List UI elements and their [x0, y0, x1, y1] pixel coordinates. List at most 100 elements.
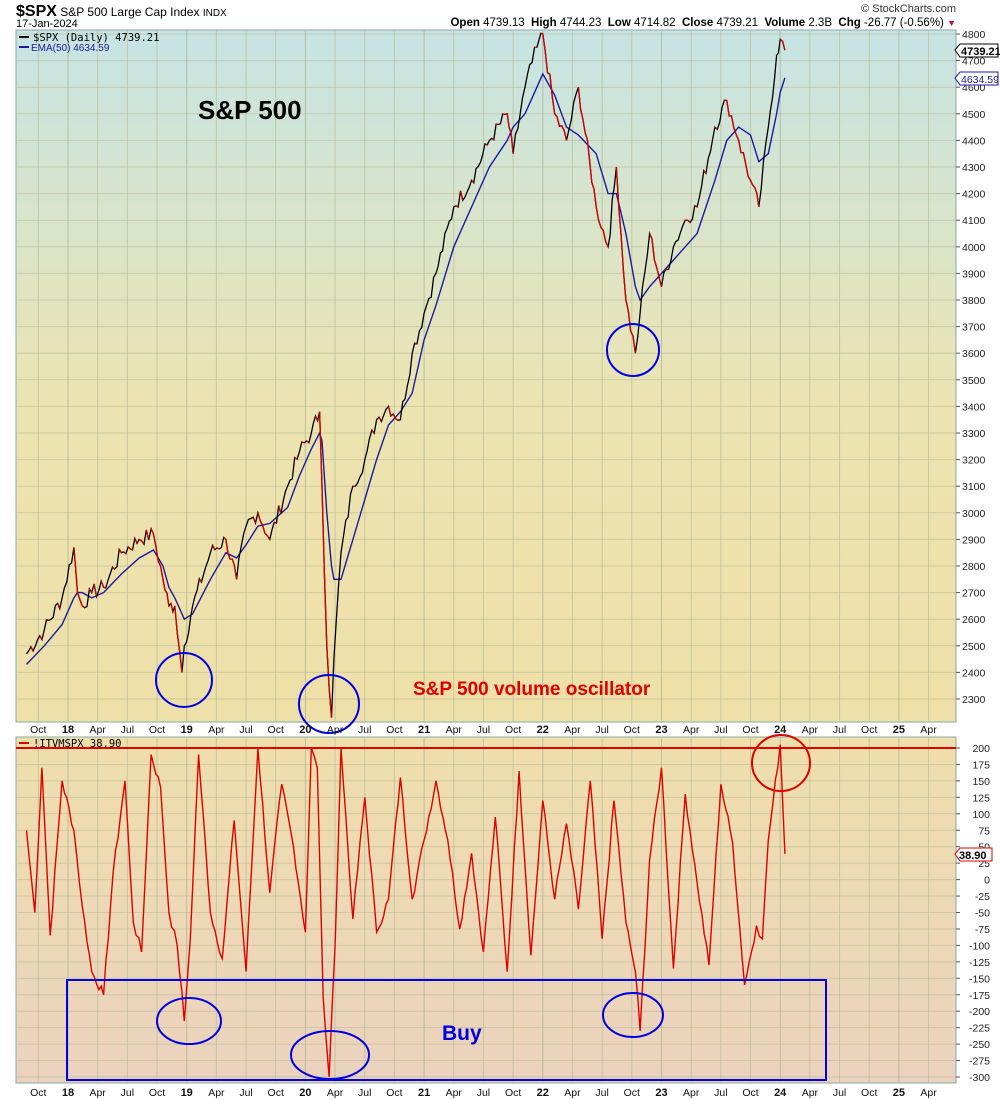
x-axis-label: Jul: [595, 724, 608, 736]
price-gridlines: [16, 31, 956, 721]
x-axis-label: Apr: [802, 1087, 819, 1099]
x-axis-label: Oct: [624, 1087, 640, 1099]
brand-watermark: © StockCharts.com: [861, 3, 956, 15]
y-axis-label: 3300: [962, 428, 986, 440]
x-axis-label: Apr: [90, 724, 107, 736]
chart-date: 17-Jan-2024: [16, 18, 78, 30]
annotation-volume-oscillator: S&P 500 volume oscillator: [413, 679, 651, 700]
x-axis-label: Apr: [802, 724, 819, 736]
x-axis-label: 23: [655, 1087, 667, 1099]
x-axis-label: 18: [62, 1087, 74, 1099]
ema-value-tag: 4634.59: [954, 71, 999, 86]
y-axis-label: 3700: [962, 322, 986, 334]
x-axis-label: 19: [181, 724, 193, 736]
price-line-down: [30, 32, 786, 718]
y-axis-label: 4300: [962, 162, 986, 174]
x-axis-label: Oct: [268, 1087, 284, 1099]
x-axis-label: Jul: [358, 724, 371, 736]
x-axis-label: Jul: [477, 1087, 490, 1099]
high-value: 4744.23: [559, 17, 602, 29]
ohlc-bar: Open 4739.13 High 4744.23 Low 4714.82 Cl…: [450, 17, 956, 29]
y-axis-label: 4700: [962, 56, 986, 68]
x-axis-label: Jul: [595, 1087, 608, 1099]
circle-osc-peak-2024: [751, 734, 811, 792]
y-axis-label: 125: [972, 792, 990, 804]
volume-value: 2.3B: [808, 17, 833, 29]
circle-osc-2018: [156, 997, 222, 1045]
y-axis-label: -300: [969, 1072, 990, 1084]
circle-low-2018: [155, 652, 213, 708]
chg-value: -26.77 (-0.56%): [863, 17, 944, 29]
y-axis-label: 3600: [962, 348, 986, 360]
annotation-sp500: S&P 500: [198, 95, 302, 125]
x-axis-top: Oct 18 Apr Jul Oct 19 Apr Jul Oct 20 Apr Jul Oct 21 Ap…: [30, 724, 937, 736]
x-axis-label: Apr: [208, 1087, 225, 1099]
chart-title: $SPX S&P 500 Large Cap Index INDX: [16, 3, 227, 21]
oscillator-y-axis: 2001751501251007550250-25-50-75-100-125-…: [956, 743, 990, 1084]
x-axis-label: Jul: [239, 1087, 252, 1099]
x-axis-label: Apr: [564, 724, 581, 736]
y-axis-label: 3000: [962, 508, 986, 520]
y-axis-label: 3800: [962, 295, 986, 307]
symbol-description: S&P 500 Large Cap Index: [60, 5, 200, 19]
svg-text:!ITVMSPX 38.90: !ITVMSPX 38.90: [33, 738, 122, 750]
x-axis-label: Apr: [208, 724, 225, 736]
x-axis-label: Oct: [624, 724, 640, 736]
x-axis-label: Apr: [327, 1087, 344, 1099]
y-axis-label: -25: [975, 891, 990, 903]
close-value: 4739.21: [716, 17, 759, 29]
x-axis-label: 21: [418, 1087, 430, 1099]
x-axis-label: 25: [893, 1087, 905, 1099]
circle-osc-2020: [290, 1030, 370, 1080]
y-axis-label: 175: [972, 759, 990, 771]
last-price-tag: 4739.21: [954, 43, 1000, 58]
y-axis-label: 25: [978, 858, 990, 870]
open-label: Open: [450, 17, 480, 29]
y-axis-label: -175: [969, 990, 990, 1002]
x-axis-label: 24: [774, 724, 787, 736]
y-axis-label: 150: [972, 776, 990, 788]
legend-price: $SPX (Daily) 4739.21: [33, 32, 159, 44]
x-axis-label: Oct: [149, 1087, 165, 1099]
y-axis-label: -200: [969, 1006, 990, 1018]
y-axis-label: 4500: [962, 109, 986, 121]
oscillator-panel: 2001751501251007550250-25-50-75-100-125-…: [15, 734, 993, 1084]
y-axis-label: 2900: [962, 534, 986, 546]
y-axis-label: 3500: [962, 375, 986, 387]
x-axis-label: Jul: [477, 724, 490, 736]
y-axis-label: -250: [969, 1039, 990, 1051]
legend-ema: EMA(50) 4634.59: [31, 43, 110, 54]
y-axis-label: 2300: [962, 694, 986, 706]
y-axis-label: -125: [969, 957, 990, 969]
low-value: 4714.82: [633, 17, 676, 29]
y-axis-label: -100: [969, 940, 990, 952]
x-axis-label: Apr: [327, 724, 344, 736]
high-label: High: [531, 17, 557, 29]
x-axis-bottom: Oct 18 Apr Jul Oct 19 Apr Jul Oct 20 Apr Jul Oct 21 Ap…: [30, 1087, 937, 1099]
x-axis-label: Oct: [149, 724, 165, 736]
x-axis-label: 21: [418, 724, 430, 736]
x-axis-label: Apr: [683, 1087, 700, 1099]
x-axis-label: 22: [537, 1087, 549, 1099]
chg-label: Chg: [838, 17, 861, 29]
down-triangle-icon: ▼: [947, 18, 956, 28]
x-axis-label: Jul: [121, 724, 134, 736]
x-axis-label: 20: [299, 1087, 311, 1099]
buy-zone-box: [66, 979, 827, 1081]
oscillator-gridlines: [16, 738, 956, 1082]
symbol: $SPX: [16, 3, 57, 20]
x-axis-label: Jul: [714, 1087, 727, 1099]
x-axis-label: Oct: [268, 724, 284, 736]
oscillator-plot-area: [15, 736, 957, 1084]
x-axis-label: 23: [655, 724, 667, 736]
low-label: Low: [607, 17, 631, 29]
x-axis-label: Oct: [742, 1087, 758, 1099]
y-axis-label: 2500: [962, 641, 986, 653]
x-axis-label: Apr: [920, 724, 937, 736]
x-axis-label: Jul: [239, 724, 252, 736]
oscillator-value-tag: 38.90: [954, 847, 993, 862]
x-axis-label: Oct: [505, 1087, 521, 1099]
x-axis-label: Apr: [920, 1087, 937, 1099]
x-axis-label: Apr: [446, 724, 463, 736]
x-axis-label: Oct: [742, 724, 758, 736]
